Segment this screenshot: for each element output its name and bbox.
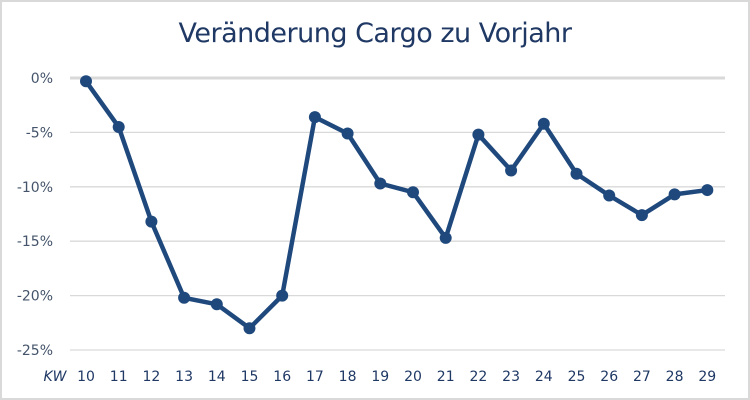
y-tick-label: -25% (17, 343, 53, 359)
data-point-marker (210, 298, 223, 311)
data-point-marker (603, 189, 616, 202)
x-axis-title: KW (43, 369, 67, 385)
y-tick-label: -10% (17, 180, 53, 196)
data-point-marker (505, 164, 518, 177)
y-tick-label: -20% (17, 289, 53, 305)
x-tick-label: 19 (371, 369, 389, 385)
x-tick-label: 16 (273, 369, 291, 385)
y-tick-label: -5% (26, 125, 53, 141)
x-tick-label: 12 (142, 369, 160, 385)
y-axis: 0% -5% -10% -15% -20% -25% (17, 71, 53, 359)
series-line (83, 79, 710, 331)
x-tick-label: 27 (633, 369, 651, 385)
x-tick-label: 17 (306, 369, 324, 385)
x-tick-label: 13 (175, 369, 193, 385)
x-tick-label: 14 (208, 369, 226, 385)
data-point-marker (701, 184, 714, 197)
data-point-marker (570, 167, 583, 180)
y-tick-label: 0% (31, 71, 53, 87)
data-point-marker (537, 117, 550, 130)
x-tick-label: 26 (600, 369, 618, 385)
data-point-marker (308, 111, 321, 124)
data-point-marker (276, 289, 289, 302)
x-tick-label: 29 (698, 369, 716, 385)
data-point-marker (668, 188, 681, 201)
data-point-marker (341, 127, 354, 140)
data-point-marker (145, 215, 158, 228)
data-point-marker (374, 177, 387, 190)
data-point-marker (407, 186, 419, 199)
data-series (80, 75, 714, 335)
data-point-marker (439, 231, 452, 244)
data-point-marker (635, 209, 648, 222)
x-tick-label: 15 (241, 369, 259, 385)
x-tick-label: 20 (404, 369, 422, 385)
x-tick-label: 11 (110, 369, 128, 385)
x-tick-label: 22 (469, 369, 487, 385)
data-point-marker (80, 75, 92, 88)
x-tick-label: 25 (568, 369, 586, 385)
y-tick-label: -15% (17, 234, 53, 250)
x-tick-label: 28 (666, 369, 684, 385)
data-point-marker (243, 322, 256, 335)
gridlines (70, 76, 725, 351)
x-tick-label: 21 (437, 369, 455, 385)
x-tick-label: 23 (502, 369, 520, 385)
data-point-marker (178, 291, 191, 304)
chart-title: Veränderung Cargo zu Vorjahr (178, 18, 572, 49)
x-tick-label: 24 (535, 369, 553, 385)
x-axis: KW 10 11 12 13 14 15 16 17 18 19 20 21 22 23 24 25 26 27 28… (43, 369, 716, 385)
data-point-marker (472, 128, 485, 141)
x-tick-label: 10 (77, 369, 95, 385)
x-tick-label: 18 (339, 369, 357, 385)
data-point-marker (112, 120, 125, 133)
